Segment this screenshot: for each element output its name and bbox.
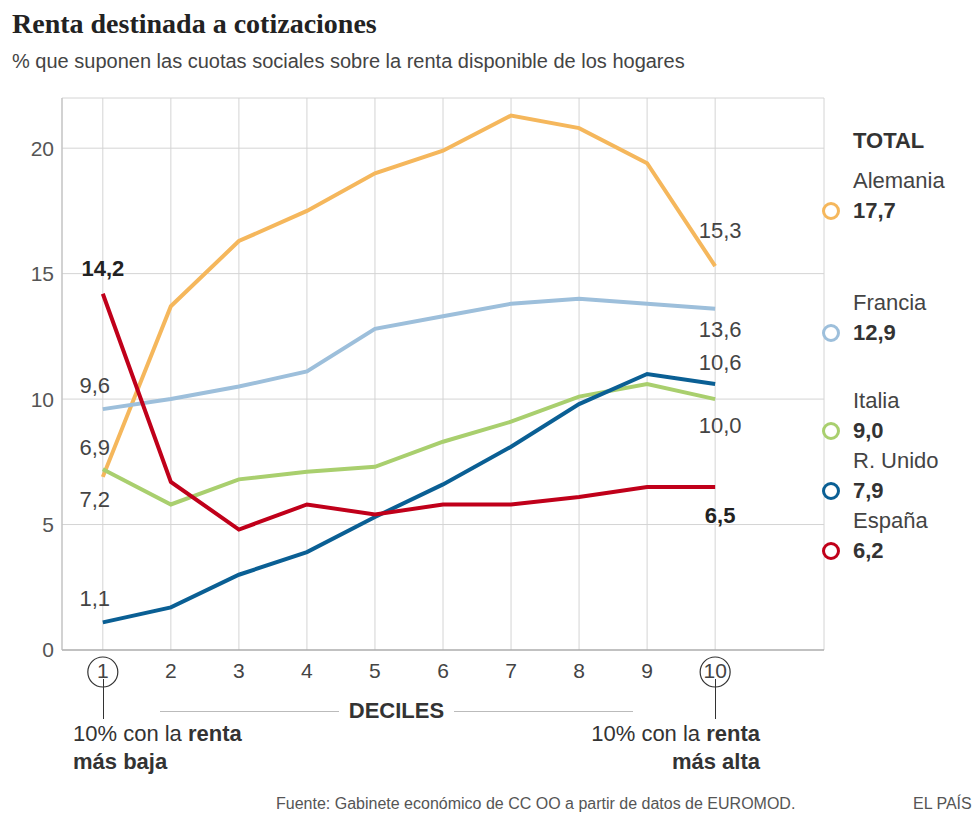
svg-text:15,3: 15,3 [699, 218, 742, 243]
html-text:España: España [853, 508, 928, 533]
svg-text:6,5: 6,5 [705, 503, 736, 528]
svg-text:3: 3 [233, 659, 245, 682]
html-text:10% con la renta más alta: 10% con la renta más alta [591, 721, 760, 774]
svg-text:7: 7 [505, 659, 517, 682]
html-text:Fuente: Gabinete económico de: Fuente: Gabinete económico de CC OO a pa… [276, 795, 796, 812]
html-text:7,9: 7,9 [853, 478, 884, 503]
html-text:Italia: Italia [853, 388, 900, 413]
html-text:EL PAÍS: EL PAÍS [913, 795, 972, 812]
svg-text:0: 0 [42, 638, 54, 661]
svg-text:10: 10 [31, 388, 54, 411]
svg-text:10,6: 10,6 [699, 350, 742, 375]
svg-text:8: 8 [573, 659, 585, 682]
svg-text:1: 1 [97, 658, 109, 682]
html-text:% que suponen las cuotas socia: % que suponen las cuotas sociales sobre … [12, 50, 685, 72]
html-text:Renta destinada a cotizaciones: Renta destinada a cotizaciones [12, 8, 377, 39]
svg-text:10,0: 10,0 [699, 413, 742, 438]
html-text:Francia: Francia [853, 290, 927, 315]
svg-text:7,2: 7,2 [80, 487, 111, 512]
svg-text:5: 5 [42, 513, 54, 536]
html-text:R. Unido: R. Unido [853, 448, 939, 473]
svg-text:6,9: 6,9 [80, 435, 111, 460]
html-text:9,0: 9,0 [853, 418, 884, 443]
svg-text:20: 20 [31, 137, 54, 160]
svg-text:9: 9 [641, 659, 653, 682]
html-text:TOTAL: TOTAL [853, 128, 925, 153]
svg-text:9,6: 9,6 [80, 373, 111, 398]
svg-text:1,1: 1,1 [80, 586, 111, 611]
svg-text:5: 5 [369, 659, 381, 682]
html-text:12,9: 12,9 [853, 320, 896, 345]
svg-text:6: 6 [437, 659, 449, 682]
svg-text:4: 4 [301, 659, 313, 682]
html-text:17,7: 17,7 [853, 198, 896, 223]
svg-text:2: 2 [165, 659, 177, 682]
svg-text:15: 15 [31, 262, 54, 285]
html-text:10% con la renta más baja: 10% con la renta más baja [73, 721, 242, 774]
svg-text:14,2: 14,2 [81, 256, 124, 281]
html-text:Alemania: Alemania [853, 168, 945, 193]
html-text:6,2: 6,2 [853, 538, 884, 563]
html-text:DECILES: DECILES [348, 698, 445, 723]
svg-text:13,6: 13,6 [699, 317, 742, 342]
svg-text:10: 10 [703, 658, 727, 682]
